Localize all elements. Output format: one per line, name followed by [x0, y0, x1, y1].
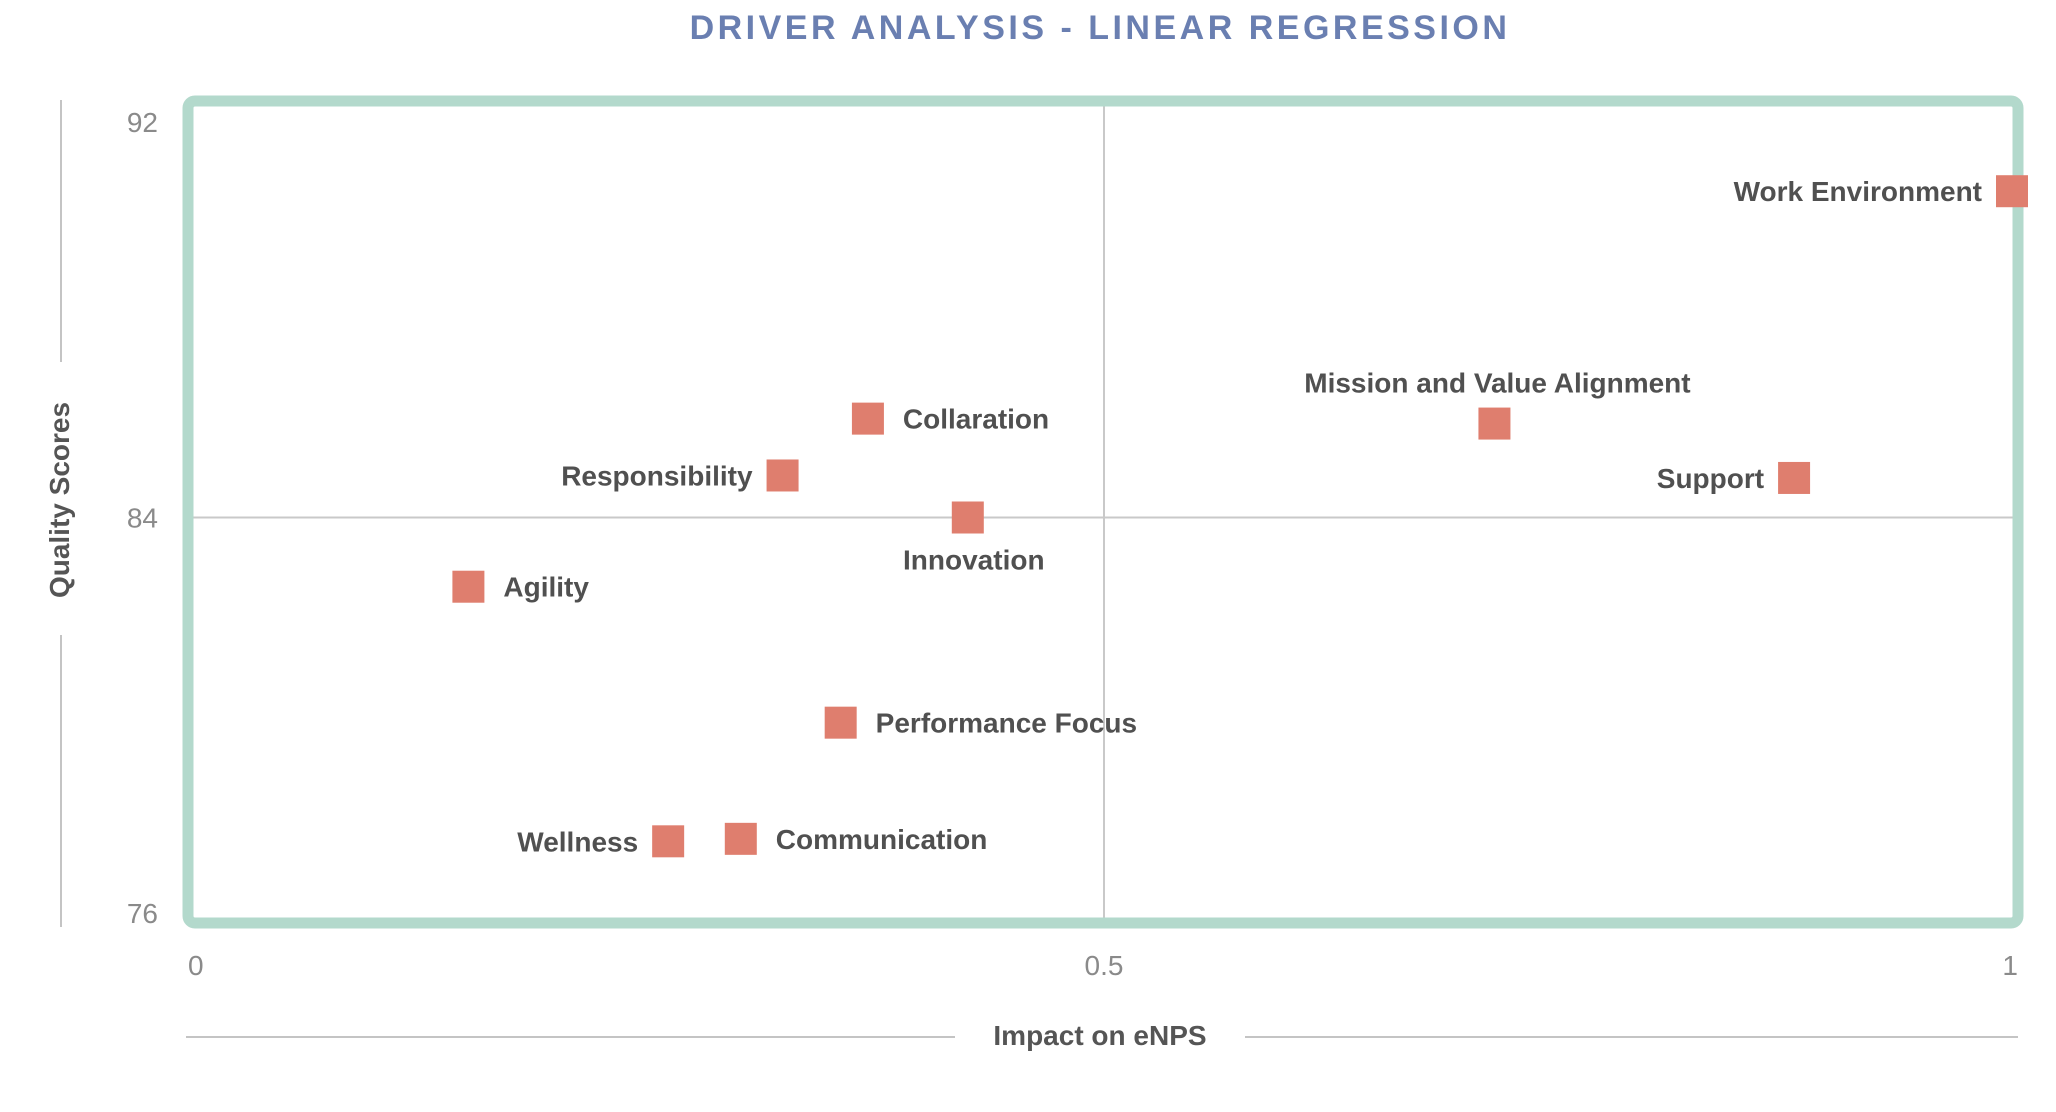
data-point-marker — [1778, 461, 1811, 494]
data-point-marker — [724, 822, 757, 855]
data-point-marker — [824, 706, 857, 739]
data-points: Work Environment Mission and Value Alignm… — [452, 175, 2028, 858]
data-point-label: Wellness — [517, 826, 638, 857]
data-point-marker — [766, 459, 799, 492]
x-tick-label: 0 — [188, 950, 204, 981]
data-point-label: Support — [1657, 463, 1764, 494]
data-point-marker — [1478, 407, 1511, 440]
plot-area-border — [182, 95, 2024, 929]
data-point-label: Performance Focus — [876, 708, 1137, 739]
data-point-marker — [951, 501, 984, 534]
axis-ticks: 76 84 92 0 0.5 1 — [127, 107, 2018, 981]
y-axis-title: Quality Scores — [44, 402, 75, 598]
data-point-label: Agility — [503, 572, 589, 603]
data-point-marker — [452, 570, 485, 603]
data-point-label: Communication — [776, 824, 988, 855]
x-tick-label: 1 — [2002, 950, 2018, 981]
chart-title: DRIVER ANALYSIS - LINEAR REGRESSION — [690, 9, 1511, 47]
y-tick-label: 92 — [127, 107, 158, 138]
data-point-marker — [851, 402, 884, 435]
reference-lines — [191, 104, 2015, 920]
data-point-marker — [1996, 175, 2028, 208]
x-tick-label: 0.5 — [1085, 950, 1124, 981]
y-tick-label: 76 — [127, 898, 158, 929]
data-point-label: Work Environment — [1734, 176, 1982, 207]
data-point-marker — [652, 825, 685, 858]
data-point-label: Collaration — [903, 404, 1049, 435]
x-axis-title: Impact on eNPS — [993, 1020, 1206, 1051]
y-tick-label: 84 — [127, 503, 158, 534]
data-point-label: Responsibility — [561, 460, 753, 491]
data-point-label: Innovation — [903, 545, 1045, 576]
data-point-label: Mission and Value Alignment — [1304, 368, 1690, 399]
